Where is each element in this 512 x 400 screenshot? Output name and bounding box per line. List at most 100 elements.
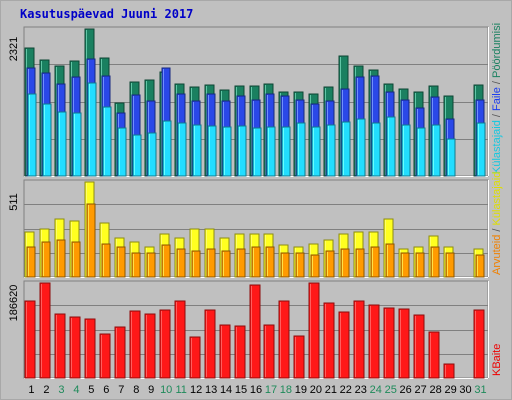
x-tick-label-5: 5 — [88, 384, 94, 396]
bar-KBaite-day-19 — [293, 335, 305, 379]
bar-Külastajaid-day-27 — [416, 127, 426, 177]
x-tick-label-27: 27 — [415, 384, 427, 396]
bar-Külastajaid-day-18 — [281, 126, 291, 177]
x-tick-label-17: 17 — [265, 384, 277, 396]
x-tick-label-13: 13 — [205, 384, 217, 396]
side-legend-item: Külastajaid — [491, 172, 503, 229]
chart-title: Kasutuspäevad Juuni 2017 — [20, 7, 194, 21]
bar-Arvuteid-day-29 — [445, 252, 455, 278]
side-legend-item: Pöördumisi — [491, 23, 503, 81]
bar-Arvuteid-day-17 — [265, 246, 275, 278]
bar-KBaite-day-8 — [129, 310, 141, 379]
bar-Külastajaid-day-11 — [177, 122, 187, 177]
bar-Külastajaid-day-22 — [341, 121, 351, 177]
bar-Külastajaid-day-24 — [371, 122, 381, 177]
x-tick-label-1: 1 — [28, 384, 34, 396]
bar-KBaite-day-18 — [278, 300, 290, 379]
x-tick-label-8: 8 — [133, 384, 139, 396]
x-tick-label-2: 2 — [43, 384, 49, 396]
bar-Külastajaid-day-26 — [401, 124, 411, 177]
x-tick-label-16: 16 — [250, 384, 262, 396]
x-tick-label-14: 14 — [220, 384, 232, 396]
bar-Külastajaid-day-16 — [252, 127, 262, 177]
bar-Arvuteid-day-2 — [41, 241, 51, 278]
bar-Külastajaid-day-20 — [311, 126, 321, 177]
bar-KBaite-day-3 — [54, 313, 66, 379]
bar-KBaite-day-27 — [413, 314, 425, 379]
bar-KBaite-day-13 — [204, 309, 216, 379]
bar-Külastajaid-day-2 — [42, 103, 52, 177]
side-legend-item: / — [491, 113, 503, 120]
bar-Külastajaid-day-8 — [132, 134, 142, 177]
bar-Arvuteid-day-11 — [176, 248, 186, 278]
bar-Arvuteid-day-18 — [280, 252, 290, 278]
bar-KBaite-day-12 — [189, 336, 201, 379]
side-legend-bottom: KBaite — [491, 344, 503, 376]
bar-KBaite-day-4 — [69, 316, 81, 379]
bar-Külastajaid-day-9 — [147, 132, 157, 177]
bar-Arvuteid-day-4 — [71, 241, 81, 278]
bar-KBaite-day-31 — [473, 309, 485, 379]
side-legend-item: / — [491, 228, 503, 235]
bar-Arvuteid-day-16 — [251, 246, 261, 278]
bar-Külastajaid-day-29 — [446, 138, 456, 177]
x-tick-label-22: 22 — [340, 384, 352, 396]
bar-KBaite-day-29 — [443, 363, 455, 379]
x-tick-label-30: 30 — [459, 384, 471, 396]
bar-Arvuteid-day-6 — [101, 243, 111, 278]
bar-Külastajaid-day-6 — [102, 106, 112, 177]
bar-KBaite-day-26 — [398, 308, 410, 379]
bar-KBaite-day-20 — [308, 282, 320, 379]
bar-Külastajaid-day-5 — [87, 82, 97, 177]
bar-Arvuteid-day-26 — [400, 252, 410, 278]
bar-Külastajaid-day-12 — [192, 124, 202, 177]
bar-Külastajaid-day-1 — [27, 93, 37, 177]
x-tick-label-6: 6 — [103, 384, 109, 396]
bar-Arvuteid-day-14 — [221, 250, 231, 278]
bar-Külastajaid-day-17 — [266, 126, 276, 177]
x-tick-label-19: 19 — [295, 384, 307, 396]
bar-KBaite-day-28 — [428, 331, 440, 379]
bar-KBaite-day-7 — [114, 326, 126, 379]
y-max-label: 2321 — [8, 37, 20, 61]
bar-Külastajaid-day-14 — [222, 126, 232, 177]
bar-Arvuteid-day-15 — [236, 248, 246, 278]
x-tick-label-29: 29 — [444, 384, 456, 396]
x-tick-label-7: 7 — [118, 384, 124, 396]
bar-Külastajaid-day-31 — [476, 122, 486, 177]
bar-Külastajaid-day-23 — [356, 118, 366, 177]
side-legend-middle: Arvuteid / Külastajaid — [491, 172, 503, 275]
x-tick-label-20: 20 — [310, 384, 322, 396]
bar-Arvuteid-day-8 — [131, 252, 141, 278]
x-tick-label-21: 21 — [325, 384, 337, 396]
side-legend-item: Arvuteid — [491, 235, 503, 275]
bar-Arvuteid-day-28 — [430, 246, 440, 278]
bar-Arvuteid-day-7 — [116, 246, 126, 278]
bar-KBaite-day-24 — [368, 304, 380, 379]
bar-Külastajaid-day-21 — [326, 124, 336, 177]
x-tick-label-24: 24 — [370, 384, 382, 396]
bar-Külastajaid-day-25 — [386, 116, 396, 177]
side-legend-item: KBaite — [491, 344, 503, 376]
bar-Arvuteid-day-5 — [86, 203, 96, 278]
bar-KBaite-day-15 — [234, 325, 246, 379]
bar-KBaite-day-16 — [249, 284, 261, 379]
y-max-label: 186620 — [8, 285, 20, 322]
bar-Külastajaid-day-19 — [296, 122, 306, 177]
bar-Arvuteid-day-22 — [340, 248, 350, 278]
x-tick-label-9: 9 — [148, 384, 154, 396]
y-max-label: 511 — [8, 193, 20, 211]
bar-Arvuteid-day-1 — [26, 246, 36, 278]
bar-Arvuteid-day-24 — [370, 246, 380, 278]
bar-Arvuteid-day-12 — [191, 250, 201, 278]
bar-KBaite-day-10 — [159, 309, 171, 379]
bar-Külastajaid-day-15 — [237, 125, 247, 177]
bar-Arvuteid-day-23 — [355, 248, 365, 278]
x-tick-label-4: 4 — [73, 384, 79, 396]
x-tick-label-26: 26 — [400, 384, 412, 396]
x-tick-label-25: 25 — [385, 384, 397, 396]
bar-Arvuteid-day-20 — [310, 254, 320, 278]
side-legend-item: / — [491, 80, 503, 87]
bar-KBaite-day-11 — [174, 300, 186, 379]
